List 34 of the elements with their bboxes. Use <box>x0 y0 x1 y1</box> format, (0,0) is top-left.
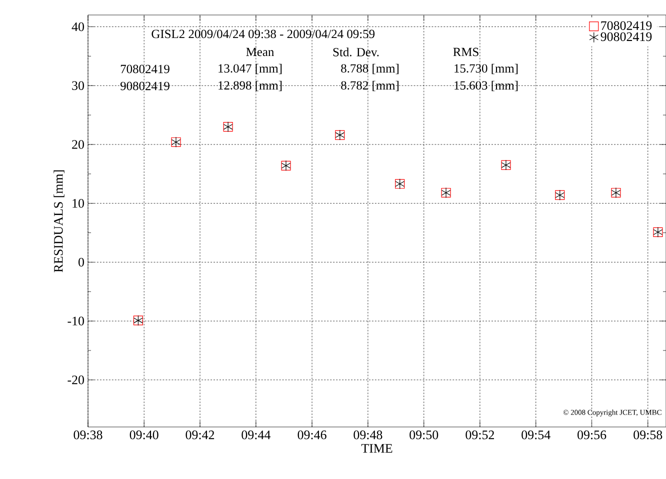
x-tick-label: 09:38 <box>74 430 102 440</box>
x-tick-label: 09:52 <box>466 430 494 440</box>
y-tick-label: 10 <box>72 198 84 208</box>
annotation: 12.898 [mm] <box>218 80 282 92</box>
y-tick-label: 40 <box>72 22 84 32</box>
annotation: 70802419 <box>120 64 170 74</box>
annotation: Std. Dev. <box>333 48 379 56</box>
x-tick-label: 09:48 <box>354 430 382 440</box>
x-tick-label: 09:50 <box>410 430 438 440</box>
x-axis-title: TIME <box>361 444 392 453</box>
annotation: 15.730 [mm] <box>454 64 518 74</box>
y-tick-label: -20 <box>68 376 84 384</box>
legend-label: 90802419 <box>600 32 652 42</box>
x-tick-label: 09:56 <box>578 430 606 440</box>
y-tick-label: -10 <box>68 316 84 326</box>
annotation: GISL2 2009/04/24 09:38 - 2009/04/24 09:59 <box>152 30 375 38</box>
x-tick-label: 09:54 <box>522 430 550 440</box>
x-tick-label: 09:42 <box>186 430 214 440</box>
x-tick-label: 09:58 <box>634 430 662 440</box>
annotation: 15.603 [mm] <box>454 80 518 92</box>
y-tick-label: 20 <box>72 140 84 149</box>
x-tick-label: 09:46 <box>298 430 326 440</box>
annotation: 13.047 [mm] <box>218 64 282 74</box>
y-tick-label: 0 <box>78 258 84 267</box>
y-tick-label: 30 <box>72 81 84 90</box>
x-tick-label: 09:44 <box>242 430 270 440</box>
annotation: Mean <box>246 48 274 56</box>
legend-label: 70802419 <box>601 21 652 30</box>
x-tick-label: 09:40 <box>130 430 158 440</box>
annotation: 90802419 <box>120 82 170 90</box>
annotation: RMS <box>453 48 478 56</box>
annotation: 8.788 [mm] <box>341 64 398 74</box>
y-axis-title: RESIDUALS [mm] <box>54 170 64 272</box>
annotation: 8.782 [mm] <box>341 80 398 92</box>
